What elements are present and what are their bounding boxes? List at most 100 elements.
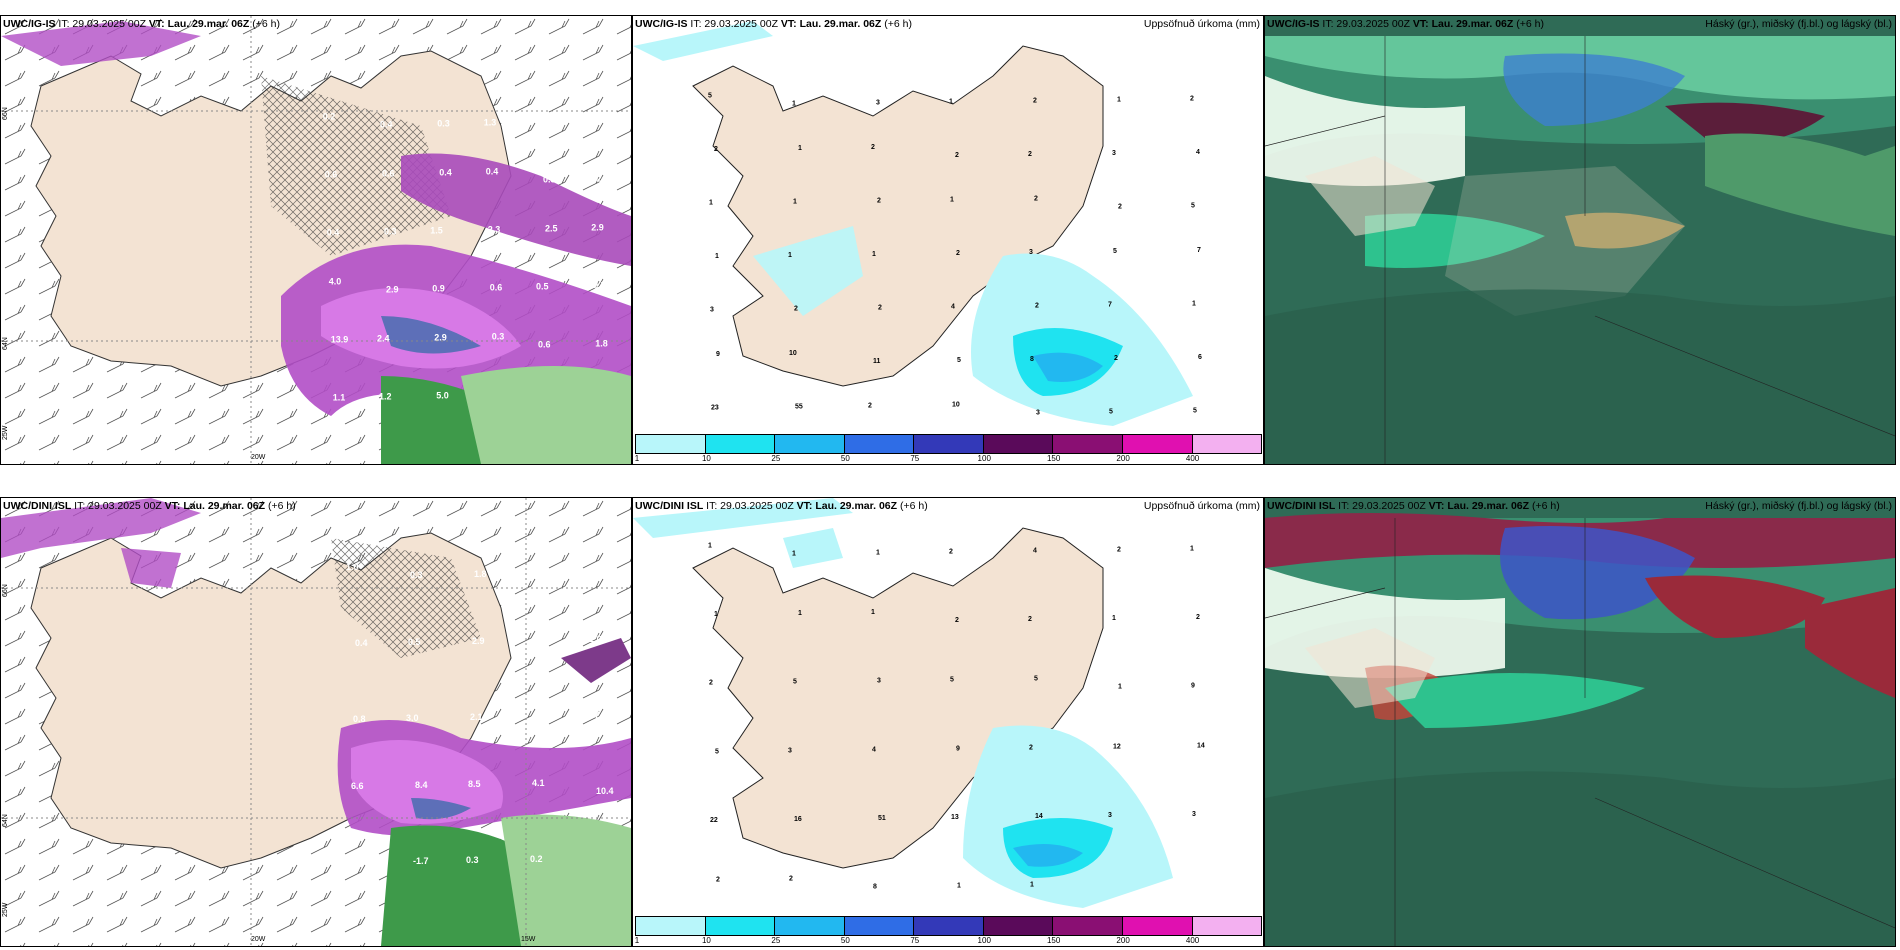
colorbar-swatch	[705, 435, 776, 453]
map-value-label: 3.4	[534, 711, 547, 721]
map-value-label: 5.0	[436, 391, 449, 401]
svg-text:66N: 66N	[2, 584, 9, 597]
map-value-label: 2	[1117, 546, 1121, 553]
map-value-label: 1.8	[595, 339, 608, 349]
svg-text:64N: 64N	[2, 337, 9, 350]
map-value-label: 13.9	[331, 335, 349, 345]
map-value-label: 2	[716, 877, 720, 884]
panel-wind-top: UWC/IG-IS IT: 29.03.2025 00Z VT: Lau. 29…	[0, 15, 632, 465]
map-value-label: 2	[871, 144, 875, 151]
map-value-label: 55	[795, 403, 803, 410]
map-value-label: 23	[711, 404, 719, 411]
map-value-label: 3	[876, 100, 880, 107]
map-value-label: 5	[793, 679, 797, 686]
map-value-label: 1	[1192, 300, 1196, 307]
map-value-label: 2	[955, 617, 959, 624]
colorbar-swatch	[1053, 917, 1123, 935]
map-value-label: 2	[1033, 98, 1037, 105]
map-value-label: 1	[1117, 97, 1121, 104]
map-value-label: 2	[877, 198, 881, 205]
colorbar-swatch	[636, 917, 706, 935]
colorbar-swatch	[636, 435, 706, 453]
map-value-label: 4	[951, 303, 955, 310]
colorbar-swatch	[844, 917, 915, 935]
svg-text:64N: 64N	[2, 814, 9, 827]
map-value-label: 0.2	[530, 854, 543, 864]
colorbar-swatch	[1053, 435, 1123, 453]
map-value-label: 0.3	[410, 570, 423, 580]
map-value-label: 5	[708, 93, 712, 100]
colorbar-swatch	[1192, 435, 1262, 453]
map-value-label: 1.5	[430, 226, 443, 236]
colorbar-swatch	[1192, 917, 1262, 935]
map-value-label: 7	[1108, 301, 1112, 308]
colorbar-swatch	[844, 435, 915, 453]
cloud-map-bottom	[1265, 498, 1895, 946]
map-value-label: 12	[1113, 743, 1121, 750]
panel-clouds-top: UWC/IG-IS IT: 29.03.2025 00Z VT: Lau. 29…	[1264, 15, 1896, 465]
map-value-label: 2.3	[488, 225, 501, 235]
map-value-label: 0.3	[543, 175, 556, 185]
map-value-label: 0.3	[384, 227, 397, 237]
colorbar-tick-label: 400	[1185, 936, 1200, 945]
map-value-label: 8	[873, 884, 877, 891]
map-value-label: 2	[868, 402, 872, 409]
map-value-label: 2	[1028, 151, 1032, 158]
colorbar-tick-label: 10	[701, 454, 711, 463]
colorbar	[635, 434, 1262, 454]
panel-header: UWC/DINI ISL IT: 29.03.2025 00Z VT: Lau.…	[3, 500, 296, 512]
map-value-label: 0.3	[466, 855, 479, 865]
map-value-label: 2	[1118, 204, 1122, 211]
map-value-label: 1.1	[333, 393, 346, 403]
map-value-label: 2.1	[470, 712, 483, 722]
svg-text:25W: 25W	[2, 902, 9, 917]
map-value-label: 2	[956, 250, 960, 257]
map-value-label: 0.6	[538, 340, 551, 350]
map-value-label: 2	[794, 305, 798, 312]
map-value-label: 2.9	[434, 333, 447, 343]
map-value-label: 1	[1112, 615, 1116, 622]
map-value-label: 11	[873, 358, 881, 365]
colorbar-swatch	[983, 917, 1054, 935]
map-value-label: 14	[1197, 742, 1205, 749]
map-value-label: 1	[798, 610, 802, 617]
map-value-label: 1	[714, 611, 718, 618]
map-value-label: -1.7	[413, 856, 429, 866]
map-value-label: 1	[709, 200, 713, 207]
map-value-label: 6	[1198, 354, 1202, 361]
map-value-label: 2	[1028, 616, 1032, 623]
map-value-label: 3	[710, 306, 714, 313]
map-value-label: 2	[789, 876, 793, 883]
map-value-label: 2	[949, 548, 953, 555]
colorbar-tick-label: 75	[910, 936, 920, 945]
map-value-label: 4.0	[329, 277, 342, 287]
map-value-label: 1.8	[474, 569, 487, 579]
map-value-label: 2.4	[377, 334, 390, 344]
svg-text:15W: 15W	[521, 936, 536, 943]
map-value-label: 0.4	[541, 117, 554, 127]
colorbar-ticks: 1 10 25 50 75 100 150 200 400	[635, 936, 1260, 946]
map-value-label: 8.4	[415, 780, 428, 790]
map-value-label: 5	[1191, 203, 1195, 210]
wind-map-bottom: 66N 64N 25W 20W 15W 1.0 0.3 1.8 0.7 1.3 0.4 0.…	[1, 498, 631, 946]
colorbar-swatch	[914, 917, 984, 935]
map-value-label: 2.9	[591, 223, 604, 233]
panel-header: UWC/IG-IS IT: 29.03.2025 00Z VT: Lau. 29…	[1267, 18, 1544, 30]
colorbar-swatch	[914, 435, 984, 453]
map-value-label: 2.7	[587, 710, 600, 720]
map-value-label: 0.7	[527, 568, 540, 578]
colorbar-ticks: 1 10 25 50 75 100 150 200 400	[635, 454, 1260, 464]
precip-title: Uppsöfnuð úrkoma (mm)	[1143, 18, 1260, 30]
precip-map-top: 51 3 1 2 1 22 1 22 2 3 41 1 2 1 22 51 1 1 2 3 5 73 2 2 4 2 7 19 1011…	[633, 16, 1263, 464]
map-value-label: 4	[1196, 149, 1200, 156]
map-value-label: 2.5	[545, 224, 558, 234]
map-value-label: 1	[792, 550, 796, 557]
colorbar-tick-label: 150	[1046, 936, 1061, 945]
map-value-label: 1	[798, 145, 802, 152]
map-value-label: 0.2	[589, 174, 602, 184]
colorbar-swatch	[983, 435, 1054, 453]
map-value-label: 5	[957, 357, 961, 364]
map-value-label: 3	[1036, 409, 1040, 416]
map-value-label: 5	[950, 677, 954, 684]
